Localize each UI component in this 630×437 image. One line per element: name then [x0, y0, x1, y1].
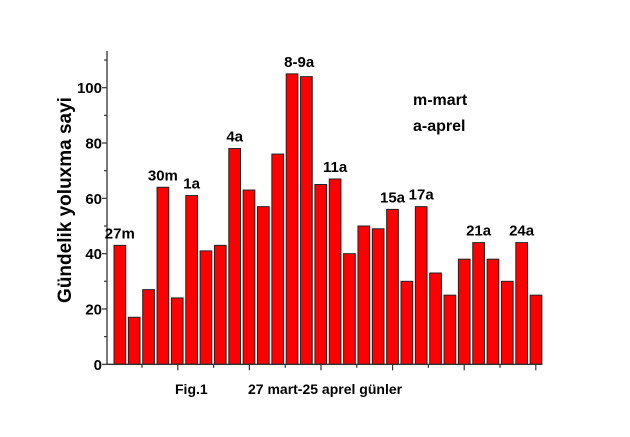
bar-annotation: 1a — [183, 176, 200, 193]
bar-22a — [486, 258, 500, 365]
bar-3a — [213, 244, 227, 365]
bar-27m — [113, 244, 127, 365]
bar-31m — [170, 297, 184, 365]
legend-line-aprel: a-aprel — [413, 118, 465, 135]
y-tick-label: 20 — [85, 301, 102, 318]
bar-annotation: 4a — [226, 129, 243, 146]
figure-label: Fig.1 — [175, 381, 208, 397]
bar-annotations: 27m 30m 1a 4a 8-9a 11a 15a 17a 21a 24a — [105, 54, 535, 242]
bar-annotation: 17a — [409, 187, 435, 204]
bar-11a — [328, 178, 342, 365]
y-tick-label: 100 — [77, 80, 102, 97]
bar-annotation: 30m — [148, 167, 178, 184]
bar-20a — [457, 258, 471, 365]
bar-annotation: 15a — [380, 189, 406, 206]
bar-4a — [228, 148, 242, 365]
bar-12a — [343, 253, 356, 365]
bar-annotation: 24a — [509, 223, 535, 240]
bar-annotation: 27m — [105, 225, 135, 242]
bar-5a — [242, 189, 256, 365]
bar-19a — [443, 294, 457, 365]
bar-14a — [371, 228, 385, 365]
axes-group — [102, 51, 543, 371]
bar-9a — [300, 76, 313, 365]
bar-21a — [472, 242, 485, 365]
bar-8a — [285, 73, 299, 365]
bar-6a — [257, 206, 270, 365]
y-tick-label: 80 — [85, 136, 102, 153]
bar-24a — [515, 242, 528, 365]
y-tick-label: 60 — [85, 191, 102, 208]
bar-29m — [142, 289, 155, 365]
bar-annotation: 21a — [466, 223, 492, 240]
x-axis-title: 27 mart-25 aprel günler — [248, 381, 403, 397]
bar-1a — [185, 195, 198, 365]
bar-17a — [414, 206, 428, 365]
bar-7a — [271, 153, 285, 365]
legend-line-mart: m-mart — [413, 92, 468, 109]
bar-15a — [386, 208, 399, 365]
bar-28m — [127, 316, 141, 365]
bar-10a — [314, 184, 328, 365]
bar-18a — [429, 272, 442, 365]
bar-annotation: 11a — [323, 159, 348, 176]
y-tick-label: 40 — [85, 246, 102, 263]
y-axis-title: Gündelik yoluxma sayi — [55, 97, 76, 303]
bar-25a — [529, 294, 543, 365]
bar-annotation: 8-9a — [284, 54, 315, 71]
bar-2a — [199, 250, 213, 365]
bar-16a — [400, 280, 414, 365]
y-tick-label: 0 — [94, 357, 102, 374]
bar-30m — [156, 186, 170, 365]
y-tick-labels: 0 20 40 60 80 100 — [77, 80, 102, 374]
bar-13a — [357, 225, 371, 365]
bar-23a — [500, 280, 514, 365]
bars-group — [113, 73, 543, 365]
